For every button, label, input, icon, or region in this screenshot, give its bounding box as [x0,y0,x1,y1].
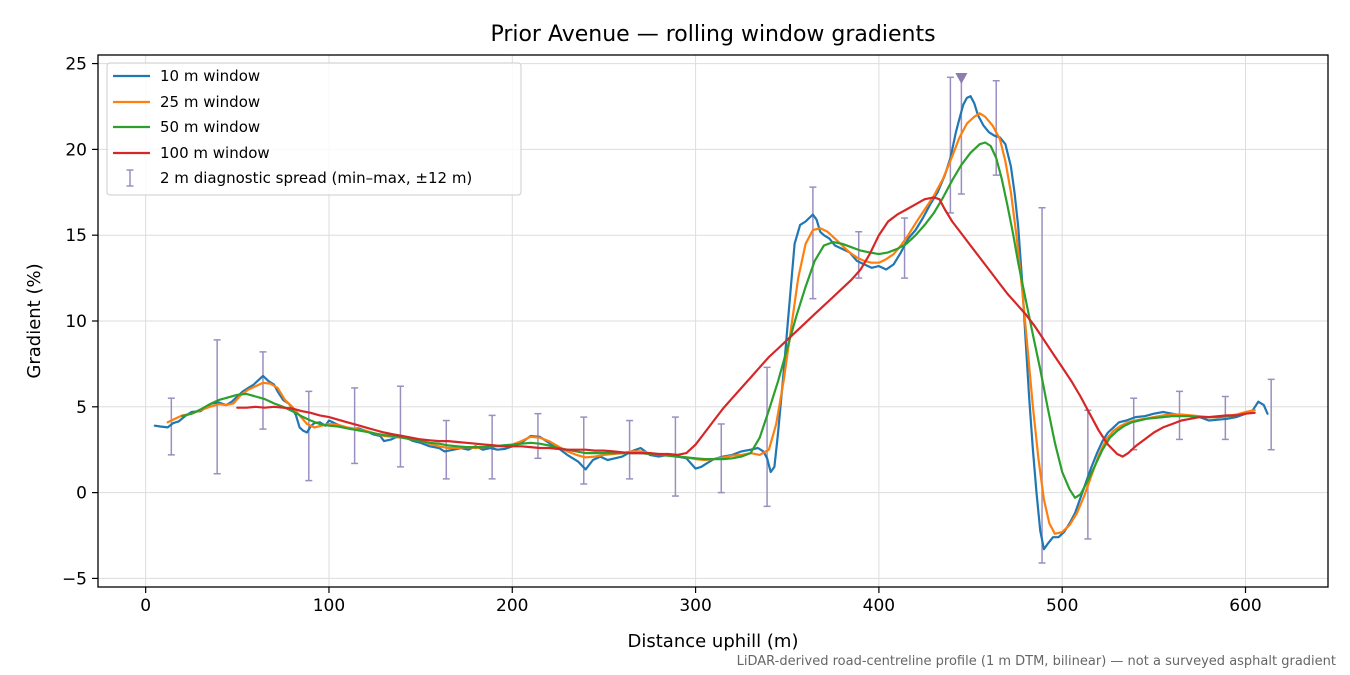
error-bar [213,339,221,475]
error-bar [1267,378,1275,451]
error-bar [259,351,267,430]
y-tick-label: 0 [76,484,87,504]
x-tick-label: 500 [1046,596,1078,616]
legend-label: 2 m diagnostic spread (min–max, ±12 m) [160,169,472,187]
error-bar [351,387,359,465]
y-axis-label: Gradient (%) [24,263,45,378]
error-bar [901,217,909,279]
error-bar [305,390,313,482]
legend-item-2: 25 m window [113,93,260,111]
error-bar [809,186,817,300]
x-tick-label: 100 [313,596,345,616]
error-bar [396,385,404,468]
legend-item-3: 50 m window [113,118,260,136]
legend-label: 100 m window [160,144,270,162]
peak-marker [955,73,968,85]
y-tick-label: 25 [65,55,87,75]
legend-item-errorbar: 2 m diagnostic spread (min–max, ±12 m) [126,169,472,187]
plot-data [153,73,1275,564]
legend-item-1: 10 m window [113,67,260,85]
legend-box [106,62,522,196]
x-tick-label: 300 [679,596,711,616]
error-bar [763,366,771,508]
x-tick-label: 400 [863,596,895,616]
chart-title: Prior Avenue — rolling window gradients [490,22,935,47]
error-bar [626,419,634,480]
legend-label: 50 m window [160,118,260,136]
y-tick-label: 20 [65,140,87,160]
x-tick-label: 600 [1229,596,1261,616]
y-tick-label: 10 [65,312,87,332]
y-tick-label: −5 [62,569,87,589]
x-axis-label: Distance uphill (m) [628,631,799,652]
legend: 10 m window 25 m window 50 m window 100 m w… [106,62,522,196]
series-line-3 [181,141,1234,499]
legend-label: 10 m window [160,67,260,85]
x-tick-label: 0 [140,596,151,616]
error-bar [1038,206,1046,564]
legend-item-4: 100 m window [113,144,270,162]
y-tick-label: 5 [76,398,87,418]
x-tick-label: 200 [496,596,528,616]
y-tick-label: 15 [65,226,87,246]
error-bar [1130,397,1138,451]
error-bar [167,397,175,456]
error-bar [442,419,450,480]
series-line-4 [236,196,1256,458]
footnote: LiDAR-derived road-centreline profile (1… [737,654,1336,669]
axis-ticks: 0 100 200 300 400 500 600 −5 0 5 10 15 20 25 [62,55,1262,616]
legend-label: 25 m window [160,93,260,111]
